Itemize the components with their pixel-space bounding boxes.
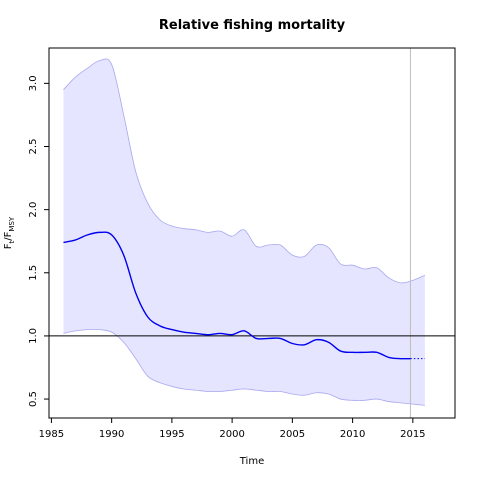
y-tick-label-1: 1.0 (28, 328, 39, 344)
confidence-band (63, 58, 425, 406)
y-axis-label-main: F (3, 243, 14, 249)
y-axis-label-sub-msy: MSY (8, 216, 16, 231)
x-tick-label-2015: 2015 (400, 429, 425, 440)
y-tick-label-2: 1.5 (28, 265, 39, 281)
y-tick-label-5: 3.0 (28, 75, 39, 91)
y-axis-label-mid: /F (3, 231, 14, 240)
x-tick-label-1990: 1990 (99, 429, 124, 440)
chart-title: Relative fishing mortality (159, 18, 346, 33)
y-tick-label-3: 2.0 (28, 202, 39, 218)
y-axis-label: Ft/FMSY (3, 216, 16, 249)
x-tick-label-2010: 2010 (340, 429, 365, 440)
x-tick-label-1985: 1985 (39, 429, 64, 440)
x-tick-label-1995: 1995 (159, 429, 184, 440)
plot-area (49, 48, 455, 418)
lower-bound-line (63, 328, 425, 406)
x-axis: 1985 1990 1995 2000 2005 2010 2015 (39, 418, 426, 440)
y-axis-label-sub-t: t (8, 240, 16, 243)
y-axis: 0.5 1.0 1.5 2.0 2.5 3.0 (28, 75, 49, 407)
x-axis-label: Time (239, 456, 264, 467)
upper-bound-line (63, 58, 426, 284)
y-tick-label-0: 0.5 (28, 391, 39, 407)
x-tick-label-2000: 2000 (219, 429, 244, 440)
y-tick-label-4: 2.5 (28, 139, 39, 155)
plot-frame (48, 47, 456, 419)
estimate-line (63, 231, 411, 360)
x-tick-label-2005: 2005 (280, 429, 305, 440)
